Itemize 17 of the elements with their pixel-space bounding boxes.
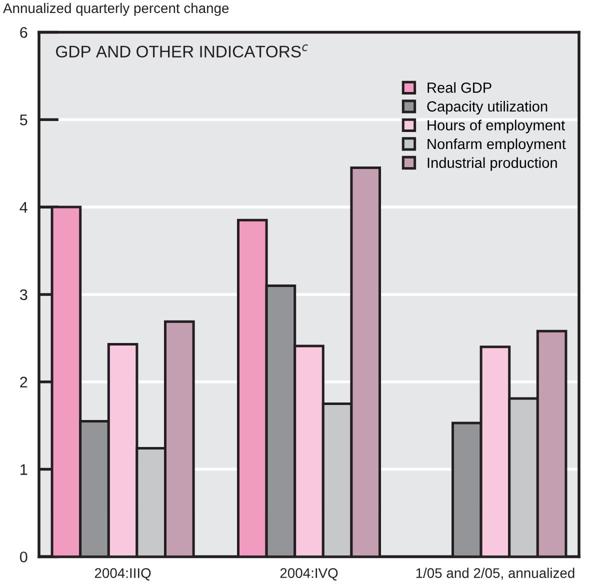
y-tick-label: 0 [20, 552, 28, 562]
legend-label: Nonfarm employment [428, 138, 566, 152]
y-tick-label: 5 [20, 114, 28, 126]
x-tick-label: 2004:IIIQ [94, 568, 151, 580]
y-tick-label: 2 [20, 376, 28, 388]
x-tick-label: 2004:IVQ [280, 568, 338, 580]
y-tick-label: 3 [20, 289, 28, 300]
y-tick-label: 4 [20, 202, 28, 213]
x-tick-label: 1/05 and 2/05, annualized [416, 568, 574, 580]
legend-label: Real GDP [428, 82, 492, 93]
legend-label: Industrial production [428, 157, 557, 171]
y-tick-label: 6 [20, 27, 28, 38]
legend-label: Capacity utilization [427, 100, 548, 115]
text: GDP AND OTHER INDICATORS$^{c}$ [56, 44, 308, 58]
y-tick-label: 1 [20, 464, 28, 475]
legend-label: Hours of employment [428, 120, 565, 134]
y-axis-title: Annualized quarterly percent change [3, 2, 229, 16]
